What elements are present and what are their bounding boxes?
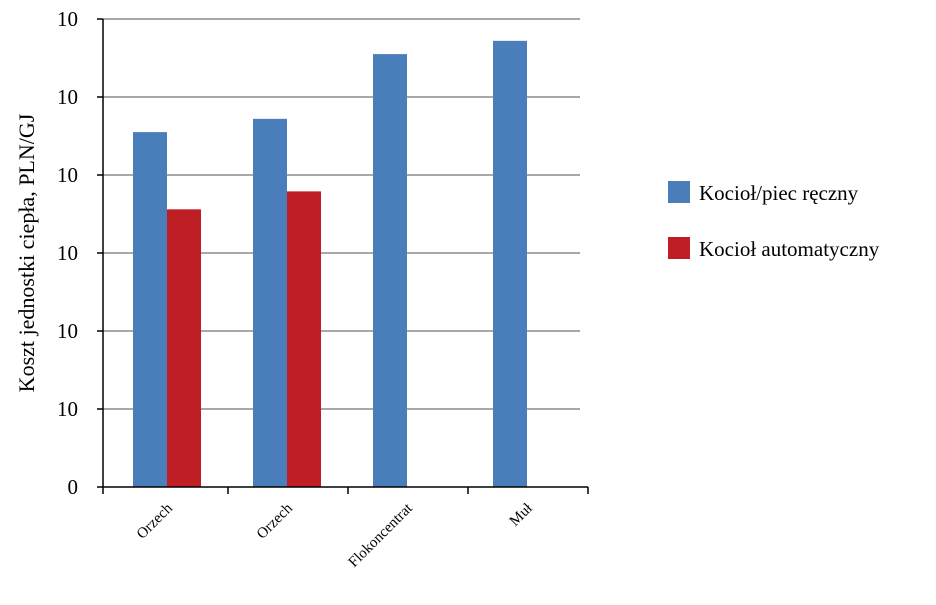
bar xyxy=(373,54,407,487)
y-tick-label: 10 xyxy=(57,163,78,187)
x-tick-label: Orzech xyxy=(134,500,176,542)
y-tick-label: 10 xyxy=(57,241,78,265)
legend-swatch xyxy=(668,181,690,203)
legend: Kocioł/piec ręczny Kocioł automatyczny xyxy=(668,181,880,261)
bar xyxy=(493,40,527,488)
y-tick-label: 10 xyxy=(57,319,78,343)
legend-label: Kocioł/piec ręczny xyxy=(699,181,859,205)
y-tick-labels: 0 10 10 10 10 10 10 xyxy=(57,7,78,499)
bar xyxy=(133,132,167,487)
x-tick-labels: Orzech Orzech Flokoncentrat Muł xyxy=(134,500,537,571)
y-tick-label: 10 xyxy=(57,397,78,421)
bar xyxy=(167,209,201,487)
y-tick-label: 0 xyxy=(68,475,79,499)
x-tick-label: Flokoncentrat xyxy=(346,500,417,571)
axes xyxy=(97,18,589,494)
y-tick-label: 10 xyxy=(57,85,78,109)
y-axis-title: Koszt jednostki ciepła, PLN/GJ xyxy=(14,113,39,392)
legend-label: Kocioł automatyczny xyxy=(699,237,880,261)
legend-swatch xyxy=(668,237,690,259)
bar xyxy=(253,118,287,487)
x-tick-label: Orzech xyxy=(254,500,296,542)
bar xyxy=(287,191,321,487)
x-tick-label: Muł xyxy=(507,500,537,530)
bars xyxy=(133,40,527,488)
y-tick-label: 10 xyxy=(57,7,78,31)
